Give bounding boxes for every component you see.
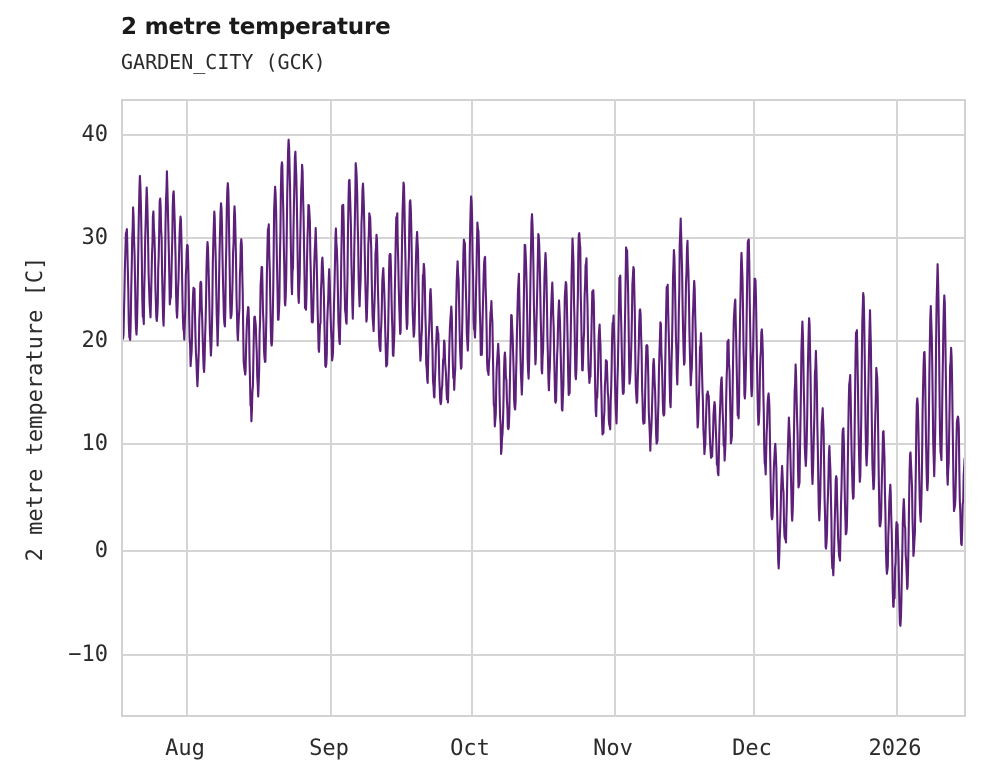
chart-title: 2 metre temperature (121, 14, 391, 40)
gridline-vertical (896, 101, 898, 715)
plot-area (121, 99, 966, 717)
y-axis-ticks: 40 30 20 10 0 −10 (0, 0, 108, 782)
gridline-vertical (753, 101, 755, 715)
x-tick-label: Aug (165, 736, 205, 761)
gridline-vertical (186, 101, 188, 715)
x-tick-label: Dec (732, 736, 772, 761)
gridline-horizontal (123, 443, 964, 445)
y-tick-label: 0 (94, 538, 108, 563)
gridline-vertical (471, 101, 473, 715)
y-tick-label: 30 (81, 225, 109, 250)
y-tick-label: 20 (81, 328, 109, 353)
x-tick-label: 2026 (868, 736, 922, 761)
y-tick-label: −10 (68, 642, 108, 667)
y-tick-label: 40 (81, 122, 109, 147)
chart-subtitle: GARDEN_CITY (GCK) (121, 50, 326, 74)
gridline-horizontal (123, 134, 964, 136)
y-tick-label: 10 (81, 431, 109, 456)
gridline-vertical (330, 101, 332, 715)
x-tick-label: Nov (593, 736, 633, 761)
temperature-line (123, 138, 964, 627)
gridline-horizontal (123, 550, 964, 552)
gridline-horizontal (123, 237, 964, 239)
x-tick-label: Sep (309, 736, 349, 761)
gridline-horizontal (123, 654, 964, 656)
x-tick-label: Oct (450, 736, 490, 761)
temperature-series (123, 138, 964, 627)
